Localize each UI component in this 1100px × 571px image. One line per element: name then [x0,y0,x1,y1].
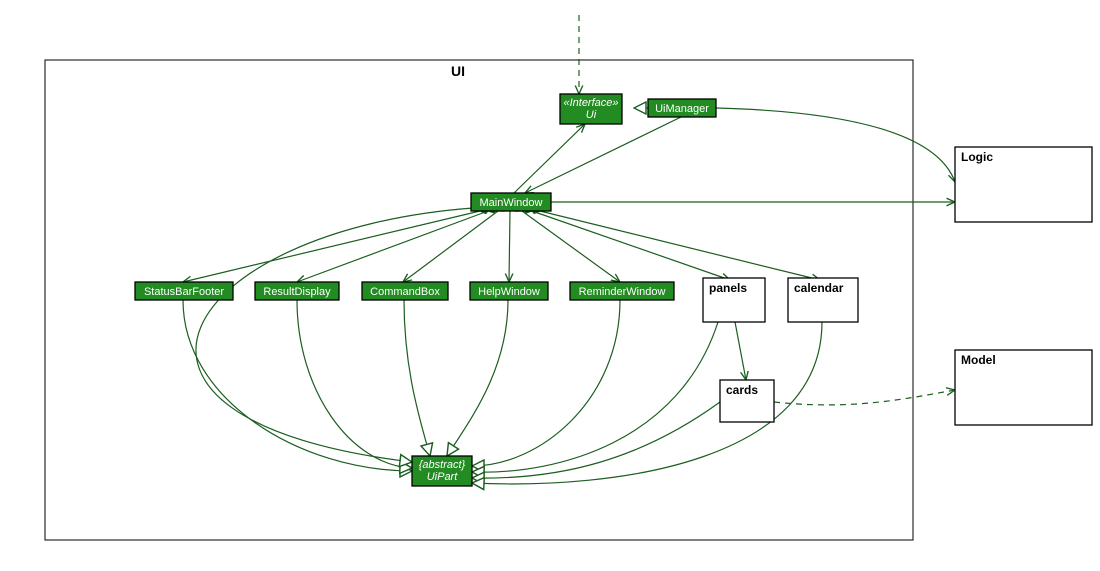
node-cmdbox: CommandBox [362,282,448,300]
node-ui_manager-label: UiManager [655,103,709,115]
edge-mgr-logic [716,108,955,182]
node-uipart-label: UiPart [427,471,459,483]
ui-package-label: UI [451,63,465,79]
node-ui_manager: UiManager [648,99,716,117]
node-logic: Logic [955,147,1092,222]
edge-mw-cmd [403,211,498,282]
edge-result-uipart [297,300,412,468]
node-resultdisp: ResultDisplay [255,282,339,300]
node-panels: panels [703,278,765,322]
node-helpwin-label: HelpWindow [478,286,540,298]
edge-mw-panels [532,211,730,280]
edge-mw-status [183,211,480,282]
node-statusbar-label: StatusBarFooter [144,286,224,298]
edge-status-uipart [183,300,412,471]
edge-mw-result [297,211,488,282]
node-main_window-label: MainWindow [480,197,543,209]
edge-cards-uipart [472,402,720,478]
node-cmdbox-label: CommandBox [370,286,440,298]
edge-help-uipart [447,300,508,456]
node-reminder: ReminderWindow [570,282,674,300]
edge-mw-cal [540,211,820,280]
node-reminder-label: ReminderWindow [579,286,666,298]
edge-main-to-ui [514,124,585,193]
node-helpwin: HelpWindow [470,282,548,300]
node-cards: cards [720,380,774,422]
node-logic-label: Logic [961,150,993,164]
node-panels-label: panels [709,281,747,295]
edge-panels-uipart [472,322,718,472]
edge-mgr-to-main [525,117,681,193]
edge-mw-rem [522,211,620,282]
node-main_window: MainWindow [471,193,551,211]
node-calendar: calendar [788,278,858,322]
edge-panels-cards [735,322,746,380]
node-ui_iface-stereotype: «Interface» [563,97,618,109]
node-cards-label: cards [726,383,758,397]
uml-diagram: UI «Interface»Ui UiManager MainWindow Statu… [0,0,1100,571]
edge-rem-uipart [472,300,620,466]
node-uipart: {abstract}UiPart [412,456,472,486]
node-calendar-label: calendar [794,281,844,295]
node-ui_iface: «Interface»Ui [560,94,622,124]
node-statusbar: StatusBarFooter [135,282,233,300]
edge-cards-model [774,390,955,405]
node-model-label: Model [961,353,996,367]
node-uipart-stereotype: {abstract} [419,459,466,471]
edge-cmd-uipart [404,300,430,456]
node-model: Model [955,350,1092,425]
edge-mw-help [509,211,510,282]
node-ui_iface-label: Ui [586,109,597,121]
node-resultdisp-label: ResultDisplay [263,286,331,298]
